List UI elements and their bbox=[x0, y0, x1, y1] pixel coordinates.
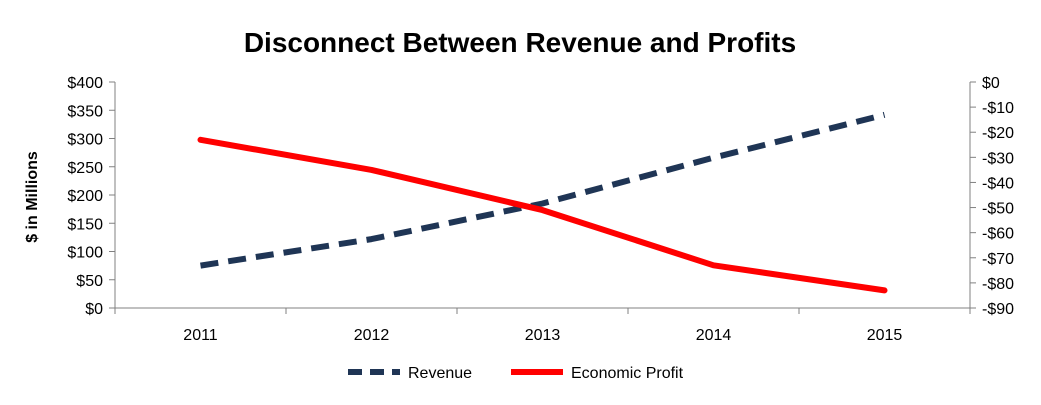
series-lines bbox=[197, 111, 888, 294]
right-tick-label: -$20 bbox=[982, 125, 1014, 142]
legend-label: Revenue bbox=[408, 365, 472, 382]
right-tick-label: -$30 bbox=[982, 150, 1014, 167]
right-tick-label: -$50 bbox=[982, 201, 1014, 218]
x-tick-label: 2015 bbox=[867, 327, 903, 344]
right-tick-label: -$70 bbox=[982, 251, 1014, 268]
chart-title: Disconnect Between Revenue and Profits bbox=[244, 27, 796, 58]
left-axis-ticks: $0 $50 $100 $150 $200 $250 $300 $350 $400 bbox=[67, 75, 115, 318]
right-tick-label: -$80 bbox=[982, 276, 1014, 293]
right-axis-ticks: -$90 -$80 -$70 -$60 -$50 -$40 -$30 -$20 -$10 $0 bbox=[970, 75, 1014, 318]
x-tick-label: 2013 bbox=[525, 327, 561, 344]
axes bbox=[114, 82, 971, 309]
left-tick-label: $250 bbox=[67, 160, 103, 177]
x-axis-ticks: 2011 2012 2013 2014 2015 bbox=[114, 308, 971, 344]
right-tick-label: -$90 bbox=[982, 301, 1014, 318]
left-tick-label: $50 bbox=[76, 273, 103, 290]
y-axis-label: $ in Millions bbox=[24, 151, 41, 243]
right-tick-label: $0 bbox=[982, 75, 1000, 92]
x-tick-label: 2011 bbox=[183, 327, 218, 344]
series-line-2 bbox=[197, 136, 888, 294]
left-tick-label: $400 bbox=[67, 75, 103, 92]
left-tick-label: $300 bbox=[67, 132, 103, 149]
legend-label: Economic Profit bbox=[571, 365, 684, 382]
left-tick-label: $0 bbox=[85, 301, 103, 318]
left-tick-label: $150 bbox=[67, 216, 103, 233]
series-line-1 bbox=[200, 111, 886, 269]
right-tick-label: -$60 bbox=[982, 226, 1014, 243]
legend: Revenue Economic Profit bbox=[348, 365, 684, 382]
left-tick-label: $200 bbox=[67, 188, 103, 205]
right-tick-label: -$40 bbox=[982, 175, 1014, 192]
left-tick-label: $100 bbox=[67, 245, 103, 262]
left-tick-label: $350 bbox=[67, 103, 103, 120]
x-tick-label: 2012 bbox=[354, 327, 390, 344]
x-tick-label: 2014 bbox=[696, 327, 732, 344]
right-tick-label: -$10 bbox=[982, 100, 1014, 117]
